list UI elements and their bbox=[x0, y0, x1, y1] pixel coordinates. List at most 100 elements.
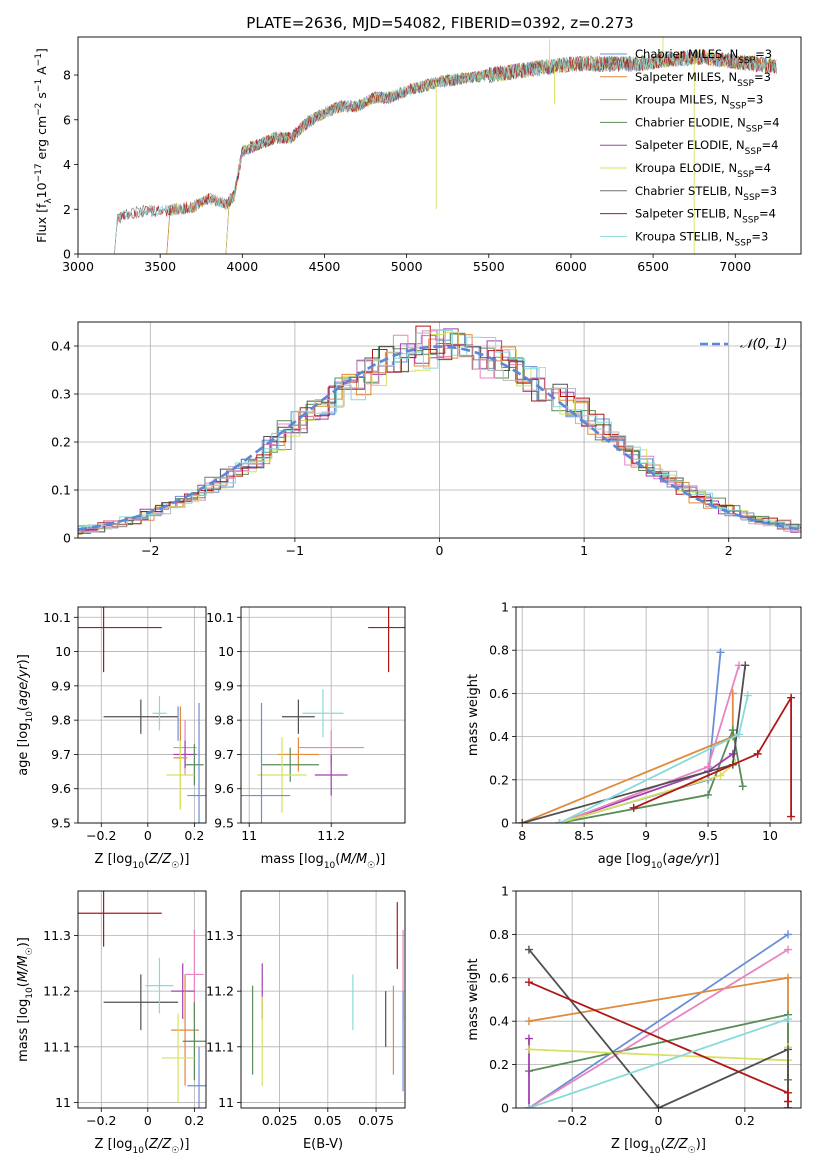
plus-marker bbox=[743, 691, 752, 700]
x-tick-label: 6500 bbox=[637, 259, 669, 274]
y-tick-label: 9.9 bbox=[214, 678, 234, 693]
error-bar-point bbox=[257, 737, 307, 813]
y-axis-label: Flux [fλ10−17 erg cm−2 s−1 A−1] bbox=[34, 48, 54, 243]
y-tick-label: 0.2 bbox=[489, 1057, 509, 1072]
plus-marker bbox=[524, 1017, 533, 1026]
plus-marker bbox=[704, 790, 713, 799]
plus-marker bbox=[524, 1045, 533, 1054]
plus-marker bbox=[741, 661, 750, 670]
y-tick-label: 11 bbox=[218, 1095, 234, 1110]
y-tick-label: 9.7 bbox=[214, 747, 234, 762]
figure-title: PLATE=2636, MJD=54082, FIBERID=0392, z=0… bbox=[246, 14, 633, 32]
error-bar-point bbox=[103, 699, 179, 734]
x-tick-label: 2 bbox=[725, 543, 733, 558]
y-axis-label: mass [log10(M/M☉)] bbox=[16, 937, 35, 1062]
plus-marker bbox=[735, 730, 744, 739]
error-bar-point bbox=[187, 703, 206, 823]
y-tick-label: 11.1 bbox=[43, 1039, 71, 1054]
error-bar-point bbox=[152, 696, 167, 731]
y-tick-label: 0 bbox=[63, 247, 71, 262]
y-tick-label: 9.9 bbox=[51, 678, 71, 693]
x-tick-label: 0.075 bbox=[358, 1113, 394, 1128]
y-tick-label: 9.7 bbox=[51, 747, 71, 762]
plus-marker bbox=[518, 819, 527, 823]
x-axis-label: mass [log10(M/M☉)] bbox=[261, 852, 386, 871]
x-axis-label: Z [log10(Z/Z☉)] bbox=[611, 1137, 706, 1156]
y-tick-label: 0.8 bbox=[489, 643, 509, 658]
axes-frame bbox=[77, 890, 207, 1109]
plus-marker bbox=[784, 1045, 793, 1054]
plus-marker bbox=[555, 819, 564, 823]
y-axis-label: age [log10(age/yr)] bbox=[16, 654, 35, 776]
y-tick-label: 9.8 bbox=[214, 713, 234, 728]
plot-area bbox=[78, 607, 206, 823]
legend-label: Chabrier ELODIE, NSSP=4 bbox=[635, 115, 780, 134]
plus-marker bbox=[524, 978, 533, 987]
error-bar-point bbox=[302, 689, 344, 738]
y-tick-label: 10.1 bbox=[43, 610, 71, 625]
error-bar-point bbox=[145, 957, 174, 1014]
x-tick-label: 0.05 bbox=[314, 1113, 342, 1128]
y-axis-label: mass weight bbox=[466, 958, 481, 1040]
y-tick-label: 0 bbox=[501, 1101, 509, 1116]
x-tick-label: 9.5 bbox=[698, 828, 718, 843]
spectrum-line bbox=[113, 50, 777, 254]
plus-marker bbox=[784, 945, 793, 954]
x-tick-label: 0 bbox=[144, 1113, 152, 1128]
y-tick-label: 0.1 bbox=[51, 483, 71, 498]
spectrum-legend: Chabrier MILES, NSSP=3 Salpeter MILES, NS… bbox=[600, 47, 780, 248]
x-tick-label: 10 bbox=[762, 828, 778, 843]
y-tick-label: 9.5 bbox=[51, 816, 71, 831]
y-tick-label: 2 bbox=[63, 202, 71, 217]
y-tick-label: 10.1 bbox=[206, 610, 234, 625]
error-bar-point bbox=[261, 747, 319, 782]
y-tick-label: 8 bbox=[63, 68, 71, 83]
axes-frame bbox=[515, 890, 802, 1109]
error-bar-point bbox=[282, 699, 315, 734]
mass-vs-ebv-panel: 0.025 0.05 0.075 11 11.1 11.2 11.3 E(B-V) bbox=[206, 890, 406, 1152]
x-tick-label: 0 bbox=[144, 828, 152, 843]
y-tick-label: 0.2 bbox=[489, 772, 509, 787]
x-tick-label: 8.5 bbox=[574, 828, 594, 843]
mass-vs-metallicity-panel: −0.2 0 0.2 11 11.1 11.2 11.3 Z [log10(Z/Z☉)] mas… bbox=[16, 890, 207, 1156]
x-tick-label: 0 bbox=[436, 543, 444, 558]
y-tick-label: 11.1 bbox=[206, 1039, 234, 1054]
error-bar-point bbox=[187, 1046, 206, 1108]
plus-marker bbox=[629, 803, 638, 812]
plus-marker bbox=[704, 762, 713, 771]
y-tick-label: 11 bbox=[55, 1095, 71, 1110]
error-bar-point bbox=[182, 1002, 206, 1081]
legend-label: Chabrier STELIB, NSSP=3 bbox=[635, 184, 777, 203]
plus-marker bbox=[784, 930, 793, 939]
x-axis-label: Z [log10(Z/Z☉)] bbox=[95, 1137, 190, 1156]
legend-label: 𝒩(0, 1) bbox=[740, 337, 787, 352]
axes-frame bbox=[77, 321, 802, 539]
plot-area bbox=[518, 648, 796, 823]
x-tick-label: 4500 bbox=[309, 259, 341, 274]
y-tick-label: 1 bbox=[501, 884, 509, 899]
legend-label: Salpeter ELODIE, NSSP=4 bbox=[635, 138, 778, 157]
residual-histogram bbox=[78, 331, 801, 531]
mass-weight-line bbox=[528, 1018, 789, 1108]
error-bar-point bbox=[171, 963, 195, 1019]
x-tick-label: 4000 bbox=[226, 259, 258, 274]
y-tick-label: 0.4 bbox=[489, 729, 509, 744]
legend-label: Kroupa MILES, NSSP=3 bbox=[635, 93, 763, 112]
y-tick-label: 10 bbox=[218, 644, 234, 659]
x-tick-label: 11.2 bbox=[317, 828, 345, 843]
y-tick-label: 9.8 bbox=[51, 713, 71, 728]
y-tick-label: 0.2 bbox=[51, 435, 71, 450]
y-tick-label: 0.3 bbox=[51, 387, 71, 402]
y-axis-label: mass weight bbox=[466, 674, 481, 756]
plot-area bbox=[78, 325, 801, 535]
age-vs-metallicity-panel: −0.2 0 0.2 9.5 9.6 9.7 9.8 9.9 10 10.1 Z [log10(Z/… bbox=[16, 606, 207, 871]
x-tick-label: −0.2 bbox=[557, 1113, 587, 1128]
x-tick-label: −0.2 bbox=[86, 828, 116, 843]
plus-marker bbox=[524, 1104, 533, 1108]
legend-label: Kroupa STELIB, NSSP=3 bbox=[635, 229, 768, 248]
plot-area bbox=[251, 902, 404, 1092]
plus-marker bbox=[524, 945, 533, 954]
legend-label: Kroupa ELODIE, NSSP=4 bbox=[635, 161, 771, 180]
plus-marker bbox=[753, 749, 762, 758]
y-tick-label: 0.6 bbox=[489, 686, 509, 701]
